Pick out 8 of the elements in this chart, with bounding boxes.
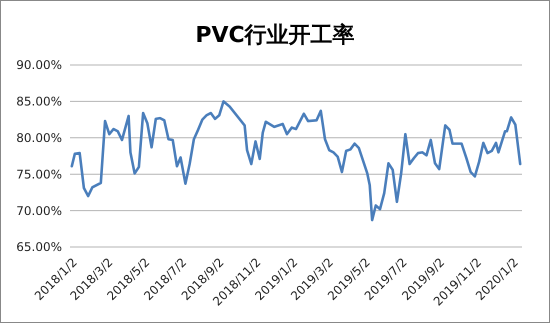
chart-title: PVC行业开工率 <box>195 22 355 48</box>
y-tick-label: 65.00% <box>16 240 62 254</box>
y-tick-label: 85.00% <box>16 94 62 109</box>
y-tick-label: 80.00% <box>16 131 62 145</box>
y-tick-label: 70.00% <box>16 204 62 218</box>
y-tick-label: 75.00% <box>16 167 62 182</box>
line-series <box>70 100 522 222</box>
y-tick-label: 90.00% <box>16 58 62 72</box>
